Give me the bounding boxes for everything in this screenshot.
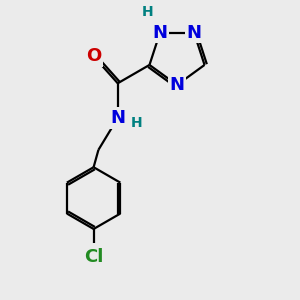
Text: Cl: Cl bbox=[84, 248, 103, 266]
Text: N: N bbox=[187, 24, 202, 42]
Text: H: H bbox=[142, 5, 153, 19]
Text: N: N bbox=[169, 76, 184, 94]
Text: N: N bbox=[110, 109, 125, 127]
Text: H: H bbox=[131, 116, 143, 130]
Text: O: O bbox=[86, 47, 101, 65]
Text: N: N bbox=[152, 24, 167, 42]
